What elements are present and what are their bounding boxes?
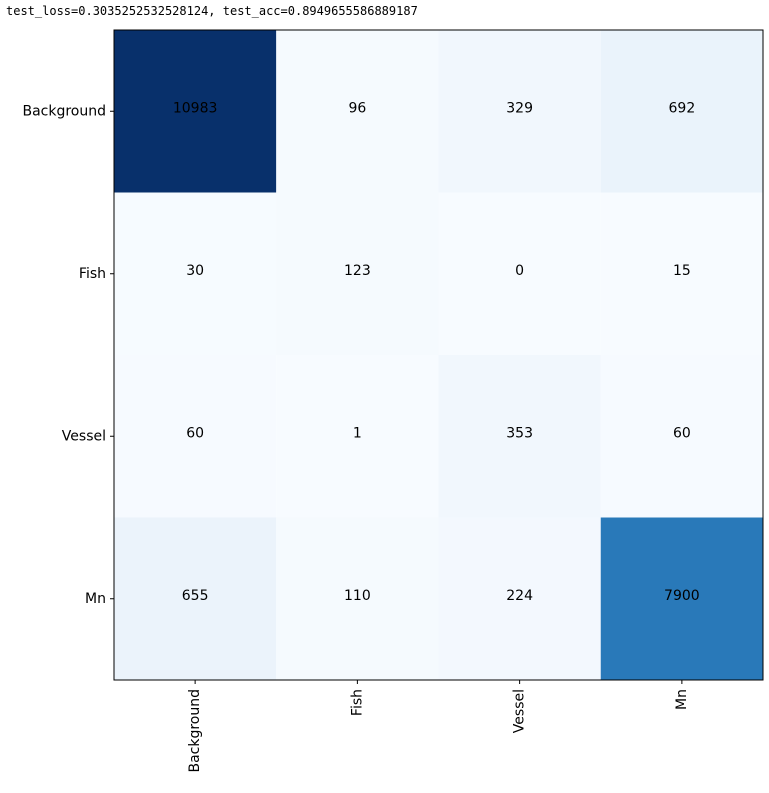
cell-value-label: 655	[182, 588, 209, 604]
cell-value-label: 30	[186, 263, 204, 279]
y-tick-label: Mn	[85, 591, 106, 607]
plot-frame	[113, 29, 764, 681]
x-tick-label: Fish	[349, 689, 365, 716]
cell-value-label: 7900	[664, 588, 700, 604]
heatmap-cell	[438, 30, 601, 193]
output-text: test_loss=0.3035252532528124, test_acc=0…	[6, 4, 418, 18]
heatmap-cell	[600, 192, 763, 355]
heatmap-cell	[276, 355, 439, 518]
y-tick-label: Vessel	[62, 428, 106, 444]
cell-value-label: 96	[348, 100, 366, 116]
x-tick-label: Background	[187, 689, 203, 773]
heatmap-cell	[600, 30, 763, 193]
heatmap-cell	[276, 30, 439, 193]
heatmap-cells: 10983 96 329 692 30 123 0 15 60 1 353 60 655 110 224 79…	[114, 30, 763, 680]
y-tick-label: Background	[22, 103, 106, 119]
heatmap-cell	[438, 192, 601, 355]
heatmap-cell	[276, 192, 439, 355]
cell-value-label: 15	[673, 263, 691, 279]
cell-value-label: 10983	[173, 100, 218, 116]
heatmap-cell	[114, 192, 277, 355]
cell-value-label: 353	[506, 425, 533, 441]
heatmap-cell	[114, 517, 277, 680]
heatmap-cell	[600, 355, 763, 518]
cell-value-label: 1	[353, 425, 362, 441]
x-axis-ticks: Background Fish Vessel Mn	[187, 680, 690, 773]
x-tick-label: Vessel	[512, 689, 528, 733]
heatmap-cell	[276, 517, 439, 680]
heatmap-cell	[114, 30, 277, 193]
cell-value-label: 60	[186, 425, 204, 441]
cell-value-label: 123	[344, 263, 371, 279]
cell-value-label: 692	[669, 100, 696, 116]
cell-value-label: 110	[344, 588, 371, 604]
x-tick-label: Mn	[674, 689, 690, 710]
y-tick-label: Fish	[79, 266, 106, 282]
cell-value-label: 60	[673, 425, 691, 441]
heatmap-cell	[600, 517, 763, 680]
heatmap-cell	[438, 517, 601, 680]
cell-value-label: 0	[515, 263, 524, 279]
heatmap-cell	[438, 355, 601, 518]
heatmap-cell	[114, 355, 277, 518]
cell-value-label: 329	[506, 100, 533, 116]
cell-value-label: 224	[506, 588, 533, 604]
y-axis-ticks: Background Fish Vessel Mn	[22, 103, 114, 607]
